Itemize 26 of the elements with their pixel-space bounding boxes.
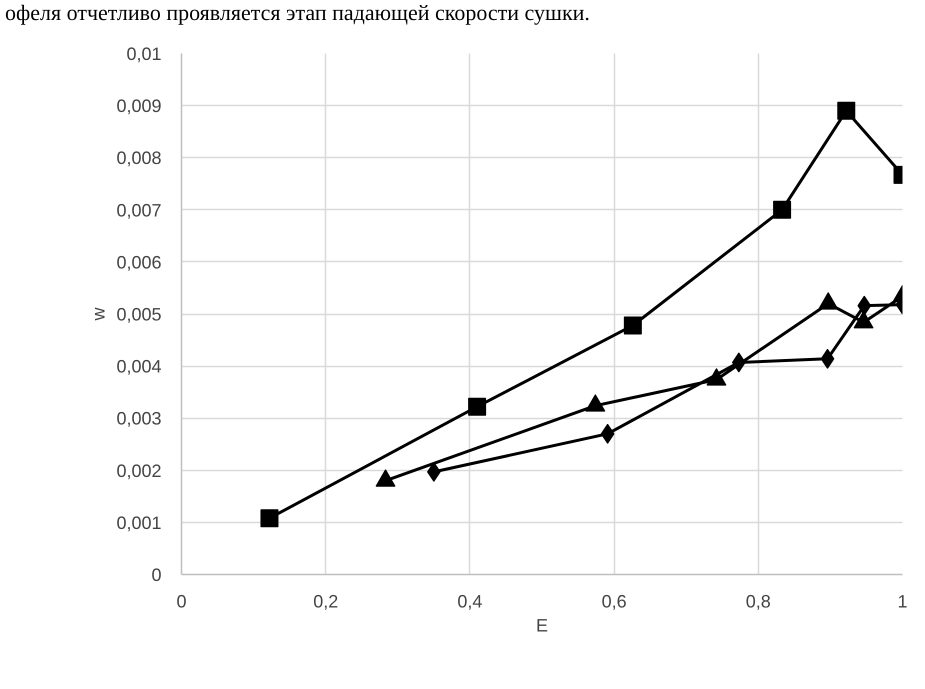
x-tick-label: 1: [897, 592, 908, 612]
x-axis-title: E: [536, 616, 548, 636]
x-tick-label: 0,4: [457, 592, 482, 612]
y-tick-label: 0,006: [116, 252, 162, 272]
y-tick-label: 0,003: [116, 408, 162, 429]
y-tick-label: 0,01: [126, 44, 162, 64]
point: [773, 200, 792, 219]
x-tick-label: 0,2: [313, 592, 338, 612]
x-tick-label: 0,8: [746, 592, 771, 612]
y-tick-label: 0: [151, 565, 162, 585]
y-tick-label: 0,008: [116, 148, 162, 168]
point: [468, 398, 486, 416]
x-tick-label: 0,6: [602, 592, 627, 612]
y-axis-title: w: [88, 306, 108, 322]
point: [624, 316, 642, 334]
y-tick-label: 0,001: [116, 512, 162, 533]
point: [857, 296, 872, 316]
point: [260, 509, 278, 528]
y-tick-label: 0,009: [116, 96, 162, 116]
y-tick-label: 0,005: [116, 304, 162, 324]
y-tick-label: 0,002: [116, 460, 162, 481]
text: офеля отчетливо проявляется этап падающей скорости сушки.: [5, 0, 590, 26]
y-tick-label: 0,004: [116, 356, 162, 377]
point: [837, 102, 856, 120]
x-tick-label: 0: [176, 592, 187, 612]
y-tick-label: 0,007: [116, 200, 162, 220]
